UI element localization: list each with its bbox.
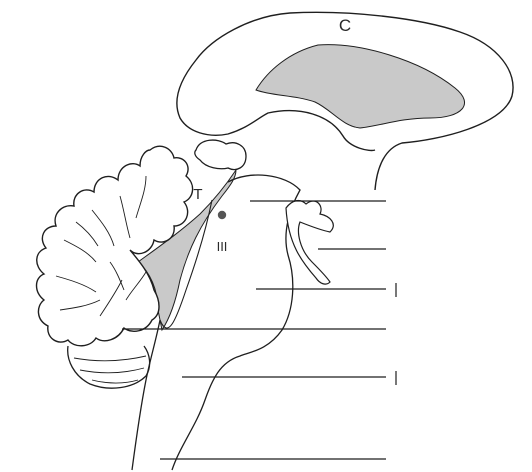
- marker-dot: [217, 210, 227, 220]
- label-iii: III: [217, 239, 228, 254]
- inferior-lobule: [67, 345, 151, 389]
- inferior-lobule-folia: [73, 355, 147, 384]
- hypothalamic-process: [285, 199, 334, 285]
- cerebellum: [35, 145, 194, 347]
- brainstem-posterior-edge: [131, 319, 161, 471]
- cerebellar-folia: [55, 175, 147, 317]
- brainstem-inner-edge: [159, 199, 213, 329]
- label-c: C: [339, 16, 351, 35]
- third-ventricle-shading: [137, 168, 237, 332]
- label-t: T: [193, 186, 202, 203]
- leader-lines: [122, 200, 386, 460]
- lateral-ventricle-shading: [255, 44, 466, 129]
- fornix-body: [194, 139, 247, 171]
- brainstem-outline: [171, 174, 301, 471]
